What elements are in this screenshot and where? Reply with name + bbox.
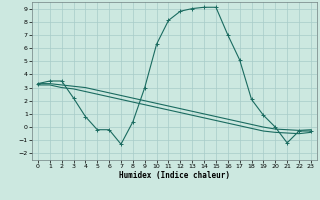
X-axis label: Humidex (Indice chaleur): Humidex (Indice chaleur) [119,171,230,180]
